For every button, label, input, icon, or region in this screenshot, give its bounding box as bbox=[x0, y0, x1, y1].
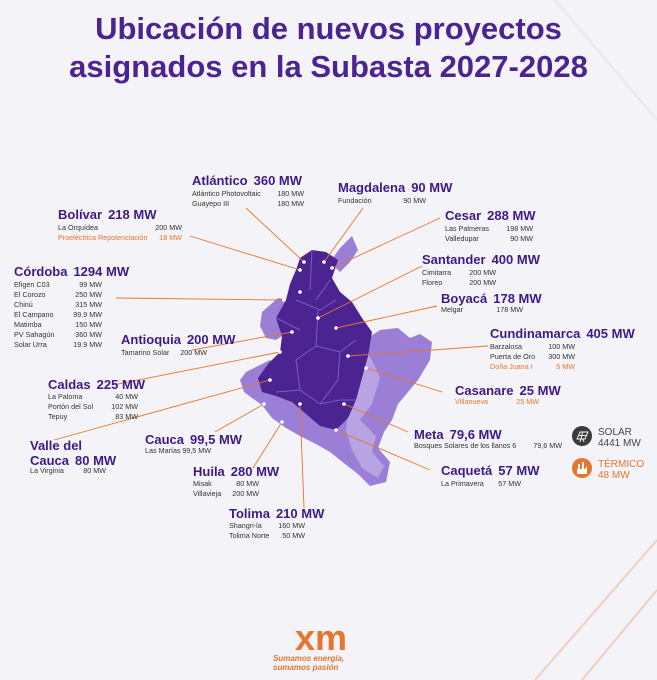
xm-logo-mark: xm bbox=[295, 617, 347, 658]
projects-tolima: Shangri-la 160 MW Tolima Norte 50 MW bbox=[229, 521, 305, 540]
projects-atlantico: Atlántico Photovoltaic 180 MW Guayepo III… bbox=[192, 189, 304, 208]
projects-cordoba: Efigen C03 99 MW El Corozo 250 MW Chinú 315… bbox=[14, 280, 102, 349]
department-magdalena: Magdalena 90 MW bbox=[338, 180, 453, 195]
thermal-plant-icon bbox=[572, 458, 592, 478]
svg-text:xm: xm bbox=[295, 620, 347, 654]
department-caldas: Caldas 225 MW bbox=[48, 377, 146, 392]
department-cordoba: Córdoba 1294 MW bbox=[14, 264, 130, 279]
projects-caqueta: La Primavera 57 MW bbox=[441, 479, 521, 488]
connector-lines bbox=[53, 207, 489, 509]
department-cauca: Cauca 99,5 MW bbox=[145, 432, 243, 447]
page-title: Ubicación de nuevos proyectos asignados … bbox=[69, 11, 588, 84]
projects-santander: Cimitarra 200 MW Floreo 200 MW bbox=[422, 268, 496, 287]
projects-magdalena: Fundación 90 MW bbox=[338, 196, 426, 205]
department-antioquia: Antioquia 200 MW bbox=[121, 332, 236, 347]
projects-antioquia: Tamarino Solar 200 MW bbox=[121, 348, 207, 357]
department-cundinamarca: Cundinamarca 405 MW bbox=[490, 326, 635, 341]
department-meta: Meta 79,6 MW bbox=[414, 427, 502, 442]
projects-cesar: Las Palmeras 198 MW Valledupar 90 MW bbox=[445, 224, 533, 243]
department-bolivar: Bolívar 218 MW bbox=[58, 207, 157, 222]
map-department-borders bbox=[275, 249, 357, 405]
department-caqueta: Caquetá 57 MW bbox=[441, 463, 540, 478]
department-santander: Santander 400 MW bbox=[422, 252, 540, 267]
projects-cauca: Las Marías 99,5 MW bbox=[145, 446, 211, 455]
department-cesar: Cesar 288 MW bbox=[445, 208, 536, 223]
projects-bolivar: La Orquídea 200 MW Proeléctrica Repotenci… bbox=[58, 223, 182, 242]
projects-huila: Misak 80 MW Villavieja 200 MW bbox=[193, 479, 259, 498]
map-region-dark bbox=[258, 250, 372, 430]
department-casanare: Casanare 25 MW bbox=[455, 383, 561, 398]
project-dots bbox=[262, 260, 368, 432]
map-region-light bbox=[240, 328, 432, 486]
xm-logo: xm Sumamos energía, sumamos pasión bbox=[273, 617, 393, 672]
projects-meta: Bosques Solares de los llanos 6 79,6 MW bbox=[414, 441, 562, 450]
projects-cundinamarca: Barzalosa 100 MW Puerta de Oro 300 MW Doña… bbox=[490, 342, 575, 371]
department-tolima: Tolima 210 MW bbox=[229, 506, 325, 521]
projects-casanare: Villanueva 25 MW bbox=[455, 397, 539, 406]
projects-boyaca: Melgar 178 MW bbox=[441, 305, 523, 314]
projects-caldas: La Paloma 40 MW Portón del Sol 102 MW Tepu… bbox=[48, 392, 138, 421]
department-atlantico: Atlántico 360 MW bbox=[192, 173, 303, 188]
projects-valle-del-cauca: La Virginia 80 MW bbox=[30, 466, 106, 475]
department-huila: Huila 280 MW bbox=[193, 464, 280, 479]
department-boyaca: Boyacá 178 MW bbox=[441, 291, 542, 306]
footer-tagline: Sumamos energía, sumamos pasión bbox=[273, 654, 345, 672]
department-valle-del-cauca: Valle del Cauca 80 MW bbox=[30, 438, 117, 468]
solar-panel-icon bbox=[572, 426, 592, 446]
